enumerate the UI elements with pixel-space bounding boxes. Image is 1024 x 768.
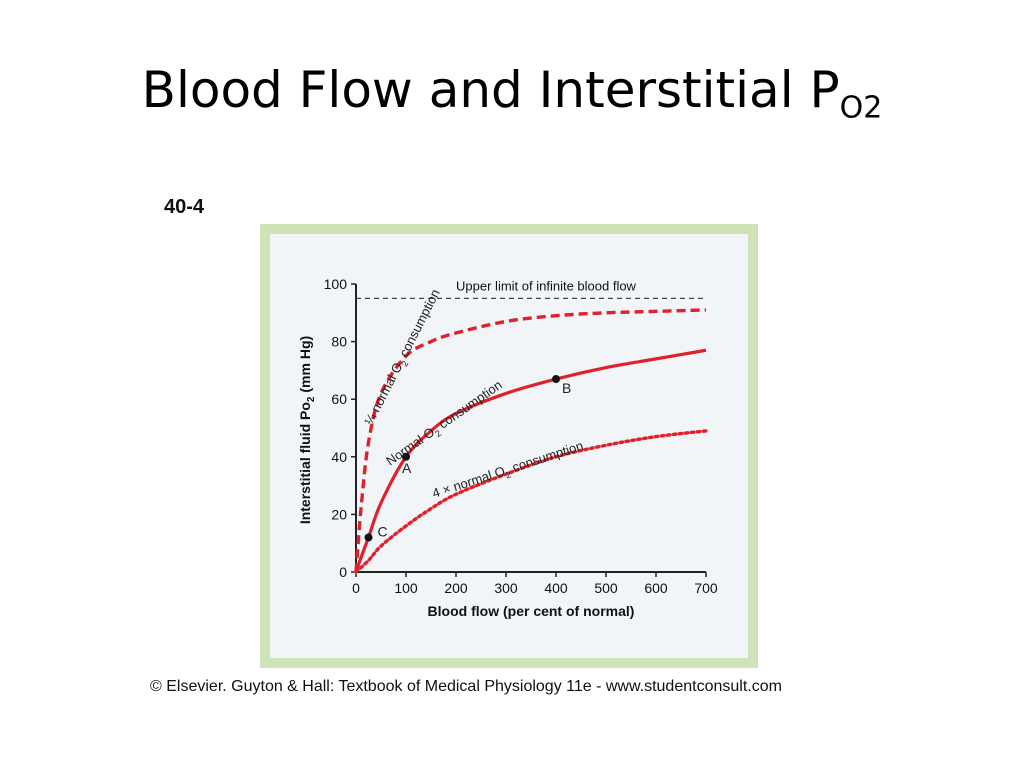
y-tick-label: 20 <box>331 506 347 522</box>
y-tick-label: 0 <box>339 564 347 580</box>
x-tick-label: 400 <box>544 580 568 596</box>
x-tick-label: 200 <box>444 580 468 596</box>
y-tick-label: 100 <box>324 276 348 292</box>
image-credit: © Elsevier. Guyton & Hall: Textbook of M… <box>150 678 782 695</box>
y-tick-label: 40 <box>331 449 347 465</box>
point-b-label: B <box>562 380 571 396</box>
x-tick-label: 600 <box>644 580 668 596</box>
x-axis-label: Blood flow (per cent of normal) <box>428 603 635 619</box>
point-c-marker <box>364 533 373 542</box>
x-tick-label: 100 <box>394 580 418 596</box>
x-tick-label: 0 <box>352 580 360 596</box>
four-times-consumption-curve <box>354 429 708 574</box>
y-axis-label: Interstitial fluid Po2 (mm Hg) <box>297 336 317 524</box>
y-tick-label: 60 <box>331 391 347 407</box>
series-label-quarter-consumption: ¼ normal O2 consumption <box>361 287 445 429</box>
point-a-marker <box>402 452 410 461</box>
slide-title-subscript: O2 <box>839 90 883 126</box>
series-label-4x-consumption: 4 × normal O2 consumption <box>430 438 586 504</box>
x-tick-label: 700 <box>694 580 718 596</box>
figure-number: 40-4 <box>164 196 205 218</box>
blood-flow-chart: 0 100 200 300 400 500 600 700 0 20 40 60 80 100 Upper… <box>297 276 718 619</box>
series-label-normal-consumption: Normal O2 consumption <box>383 377 506 471</box>
reference-line-label: Upper limit of infinite blood flow <box>456 278 637 293</box>
figure-plot-background <box>270 234 748 658</box>
quarter-consumption-curve <box>354 308 707 573</box>
point-a-label: A <box>402 460 412 476</box>
y-tick-label: 80 <box>331 334 347 350</box>
x-tick-label: 300 <box>494 580 518 596</box>
slide-title: Blood Flow and Interstitial PO2 <box>0 60 1024 127</box>
point-c-label: C <box>378 523 388 539</box>
slide-title-main: Blood Flow and Interstitial P <box>141 61 840 119</box>
x-tick-label: 500 <box>594 580 618 596</box>
point-b-marker <box>552 375 560 384</box>
